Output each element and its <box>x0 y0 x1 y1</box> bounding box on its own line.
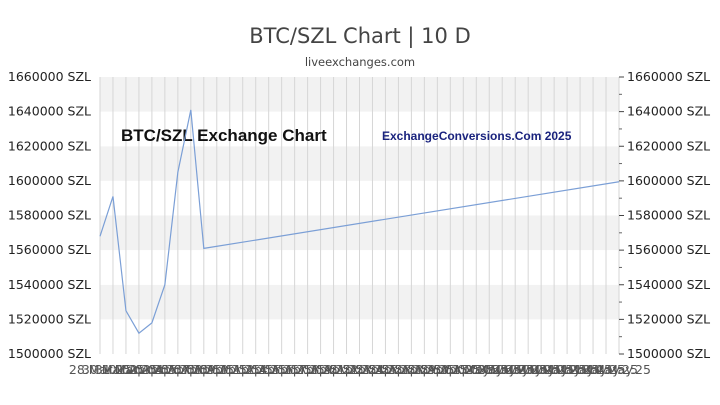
y-tick-label-left: 1640000 SZL <box>8 104 91 119</box>
x-tick-label: 04.Apr.25 <box>148 362 208 377</box>
x-tick-label: 07.Apr.25 <box>174 362 234 377</box>
x-tick-label: 07.May.25 <box>509 362 573 377</box>
x-tick-label: 08.Apr.25 <box>187 362 247 377</box>
x-tick-label: 03.May.25 <box>470 362 534 377</box>
x-tick-label: 29.Apr.25 <box>420 362 480 377</box>
x-axis: 28.Mar.2530.Mar.2531.Mar.2501.Apr.2502.A… <box>69 362 651 377</box>
x-tick-label: 10.Apr.25 <box>213 362 273 377</box>
x-tick-label: 19.Apr.25 <box>316 362 376 377</box>
y-tick-label-left: 1560000 SZL <box>8 242 91 257</box>
chart-subtitle: liveexchanges.com <box>304 55 416 69</box>
x-tick-label: 16.Apr.25 <box>277 362 337 377</box>
x-tick-label: 09.Apr.25 <box>200 362 260 377</box>
x-tick-label: 21.Apr.25 <box>329 362 389 377</box>
y-tick-label-left: 1500000 SZL <box>8 346 91 361</box>
x-tick-label: 13.May.25 <box>574 362 638 377</box>
x-tick-label: 11.Apr.25 <box>226 362 286 377</box>
x-tick-label: 01.May.25 <box>444 362 508 377</box>
x-tick-label: 26.Apr.25 <box>394 362 454 377</box>
y-tick-label-right: 1540000 SZL <box>627 277 710 292</box>
x-tick-label: 05.Apr.25 <box>161 362 221 377</box>
x-tick-label: 17.Apr.25 <box>290 362 350 377</box>
y-tick-label-right: 1640000 SZL <box>627 104 710 119</box>
x-tick-label: 31.Mar.25 <box>95 362 157 377</box>
y-tick-label-right: 1660000 SZL <box>627 69 710 84</box>
watermark-right: ExchangeConversions.Com 2025 <box>382 129 572 143</box>
y-tick-label-left: 1520000 SZL <box>8 311 91 326</box>
vertical-gridlines <box>99 77 620 354</box>
x-tick-label: 12.Apr.25 <box>239 362 299 377</box>
y-tick-label-left: 1580000 SZL <box>8 208 91 223</box>
y-tick-label-left: 1620000 SZL <box>8 138 91 153</box>
x-tick-label: 18.Apr.25 <box>303 362 363 377</box>
x-tick-label: 24.Apr.25 <box>368 362 428 377</box>
y-tick-label-left: 1600000 SZL <box>8 173 91 188</box>
y-tick-label-right: 1520000 SZL <box>627 311 710 326</box>
x-tick-label: 14.May.25 <box>587 362 651 377</box>
x-tick-label: 23.Apr.25 <box>355 362 415 377</box>
x-tick-label: 30.Mar.25 <box>82 362 144 377</box>
x-tick-label: 10.May.25 <box>548 362 612 377</box>
x-tick-label: 25.Apr.25 <box>381 362 441 377</box>
x-tick-label: 14.Apr.25 <box>252 362 312 377</box>
x-tick-label: 02.May.25 <box>457 362 521 377</box>
series-line <box>99 109 620 335</box>
x-tick-label: 09.May.25 <box>535 362 599 377</box>
x-tick-label: 30.Apr.25 <box>433 362 493 377</box>
y-axis-right: 1660000 SZL 1640000 SZL 1620000 SZL 1600000… <box>619 69 710 361</box>
series-line-group <box>99 109 620 335</box>
x-tick-label: 02.Apr.25 <box>122 362 182 377</box>
chart-title: BTC/SZL Chart | 10 D <box>249 24 471 48</box>
x-tick-label: 28.Apr.25 <box>407 362 467 377</box>
x-tick-label: 15.Apr.25 <box>265 362 325 377</box>
y-axis-left: 1660000 SZL 1640000 SZL 1620000 SZL 1600000… <box>8 69 91 361</box>
y-tick-label-left: 1660000 SZL <box>8 69 91 84</box>
x-tick-label: 01.Apr.25 <box>109 362 169 377</box>
x-tick-label: 28.Mar.25 <box>69 362 131 377</box>
x-tick-label: 06.May.25 <box>496 362 560 377</box>
x-tick-label: 12.May.25 <box>561 362 625 377</box>
y-tick-label-right: 1620000 SZL <box>627 138 710 153</box>
y-tick-label-left: 1540000 SZL <box>8 277 91 292</box>
x-tick-label: 08.May.25 <box>522 362 586 377</box>
x-tick-label: 22.Apr.25 <box>342 362 402 377</box>
watermark-left: BTC/SZL Exchange Chart <box>121 126 327 145</box>
x-tick-label: 03.Apr.25 <box>135 362 195 377</box>
y-tick-label-right: 1500000 SZL <box>627 346 710 361</box>
x-tick-label: 05.May.25 <box>483 362 547 377</box>
y-tick-label-right: 1560000 SZL <box>627 242 710 257</box>
y-tick-label-right: 1600000 SZL <box>627 173 710 188</box>
y-tick-label-right: 1580000 SZL <box>627 208 710 223</box>
